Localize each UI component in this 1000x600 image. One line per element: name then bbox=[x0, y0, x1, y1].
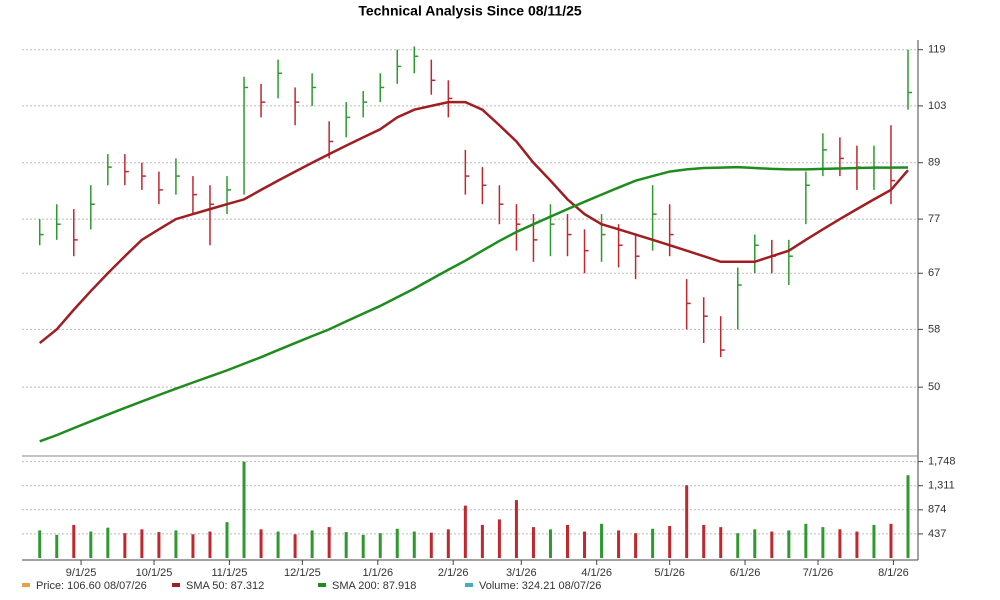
y-tick-label: 50 bbox=[928, 381, 940, 393]
x-tick-label: 1/1/26 bbox=[362, 567, 393, 579]
y-tick-label: 67 bbox=[928, 267, 940, 279]
y-tick-label: 874 bbox=[928, 504, 946, 516]
x-tick-label: 9/1/25 bbox=[66, 567, 97, 579]
x-tick-label: 6/1/26 bbox=[730, 567, 761, 579]
y-tick-label: 77 bbox=[928, 213, 940, 225]
legend-label: SMA 50: 87.312 bbox=[186, 580, 264, 592]
y-tick-label: 58 bbox=[928, 323, 940, 335]
x-tick-label: 3/1/26 bbox=[506, 567, 537, 579]
y-tick-label: 1,748 bbox=[928, 456, 956, 468]
x-tick-label: 12/1/25 bbox=[284, 567, 321, 579]
y-tick-label: 89 bbox=[928, 157, 940, 169]
legend-label: Price: 106.60 08/07/26 bbox=[36, 580, 147, 592]
x-tick-label: 4/1/26 bbox=[581, 567, 612, 579]
legend-swatch bbox=[172, 583, 180, 587]
y-tick-label: 1,311 bbox=[928, 480, 955, 492]
sma-line bbox=[39, 165, 909, 443]
legend-label: Volume: 324.21 08/07/26 bbox=[479, 580, 601, 592]
legend-label: SMA 200: 87.918 bbox=[332, 580, 416, 592]
x-tick-label: 5/1/26 bbox=[654, 567, 685, 579]
y-tick-label: 437 bbox=[928, 528, 946, 540]
x-tick-label: 7/1/26 bbox=[803, 567, 834, 579]
legend-swatch bbox=[22, 583, 30, 587]
chart-title: Technical Analysis Since 08/11/25 bbox=[358, 3, 582, 19]
sma-line bbox=[38, 100, 909, 345]
y-tick-label: 103 bbox=[928, 100, 946, 112]
x-tick-label: 8/1/26 bbox=[878, 567, 909, 579]
legend-swatch bbox=[318, 583, 326, 587]
legend-swatch bbox=[465, 583, 473, 587]
x-tick-label: 11/1/25 bbox=[211, 567, 247, 579]
y-tick-label: 119 bbox=[928, 44, 946, 56]
x-tick-label: 2/1/26 bbox=[438, 567, 469, 579]
x-tick-label: 10/1/25 bbox=[136, 567, 173, 579]
